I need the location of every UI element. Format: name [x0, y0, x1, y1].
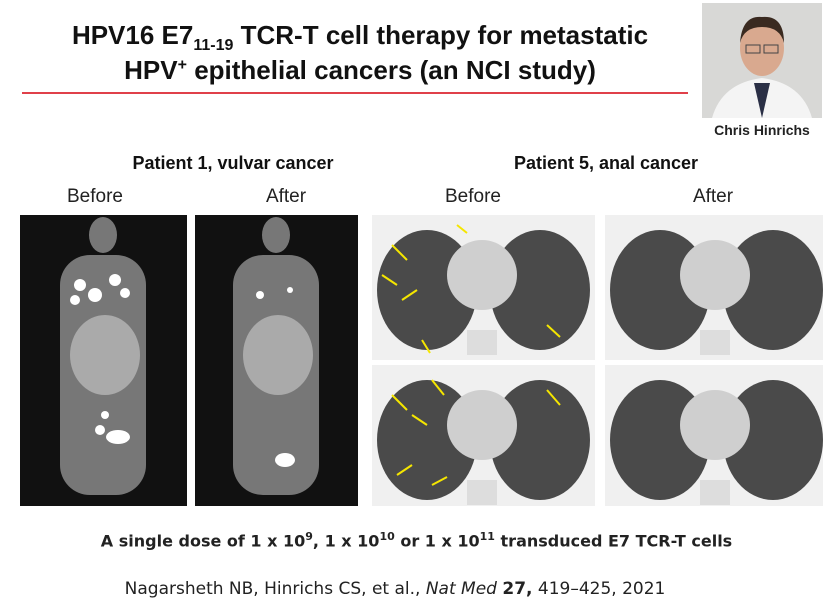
dose-part: A single dose of 1 x 10 — [100, 531, 306, 551]
title-superscript: + — [177, 56, 187, 74]
title-text: TCR-T cell therapy for metastatic — [240, 20, 649, 50]
panel-label: After — [265, 186, 307, 207]
title-line: HPV+ epithelial cancers (an NCI study) — [0, 55, 720, 86]
title-rule — [22, 92, 688, 94]
dose-part: or 1 x 10 — [400, 531, 480, 551]
panel-label: Before — [445, 186, 501, 207]
title-text: HPV16 E7 — [71, 20, 194, 50]
portrait — [702, 3, 822, 118]
citation-authors: Nagarsheth NB, Hinrichs CS, et al., — [124, 579, 421, 599]
citation-journal: Nat Med — [425, 579, 497, 599]
citation-volume: 27, — [502, 579, 533, 599]
title-line: HPV16 E711-19 TCR-T cell therapy for met… — [0, 20, 720, 55]
dose-exponent: 11 — [479, 530, 495, 543]
title-subscript: 11-19 — [193, 37, 234, 55]
pet-scans — [20, 215, 358, 506]
dose-part: , 1 x 10 — [312, 531, 380, 551]
title-text: epithelial cancers (an NCI study) — [194, 55, 596, 85]
title-text: HPV — [124, 55, 178, 85]
panel-heading: Patient 5, anal cancer — [513, 153, 699, 173]
dose-text: A single dose of 1 x 109, 1 x 1010 or 1 … — [0, 530, 833, 550]
dose-part: transduced E7 TCR-T cells — [500, 531, 733, 551]
panel-label: Before — [67, 186, 123, 207]
dose-exponent: 10 — [379, 530, 395, 543]
citation-pages: 419–425, 2021 — [537, 579, 666, 599]
ct-scans — [372, 215, 823, 506]
photo-caption: Chris Hinrichs — [714, 122, 810, 138]
citation: Nagarsheth NB, Hinrichs CS, et al., Nat … — [0, 579, 790, 599]
panel-heading: Patient 1, vulvar cancer — [132, 153, 334, 173]
dose-exponent: 9 — [305, 530, 313, 543]
panel-label: After — [692, 186, 734, 207]
